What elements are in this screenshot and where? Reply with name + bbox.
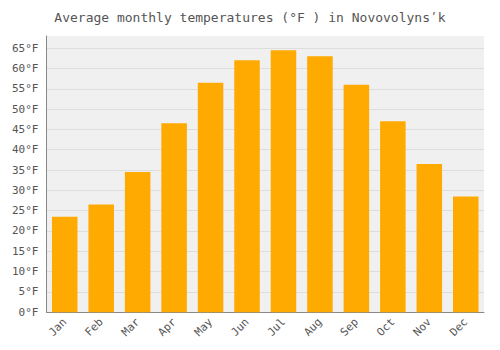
svg-text:Dec: Dec — [447, 316, 470, 339]
svg-text:Average monthly temperatures (: Average monthly temperatures (°F ) in No… — [54, 10, 446, 25]
svg-text:Aug: Aug — [301, 316, 324, 339]
svg-text:0°F: 0°F — [19, 306, 39, 319]
svg-text:20°F: 20°F — [12, 224, 39, 237]
svg-text:Nov: Nov — [411, 315, 434, 338]
svg-text:55°F: 55°F — [12, 82, 39, 95]
svg-text:Jan: Jan — [46, 316, 69, 339]
svg-text:60°F: 60°F — [12, 62, 39, 75]
svg-text:Sep: Sep — [338, 316, 361, 339]
svg-text:30°F: 30°F — [12, 184, 39, 197]
svg-text:25°F: 25°F — [12, 204, 39, 217]
svg-text:10°F: 10°F — [12, 265, 39, 278]
svg-text:35°F: 35°F — [12, 164, 39, 177]
svg-text:Mar: Mar — [119, 315, 142, 338]
svg-text:65°F: 65°F — [12, 42, 39, 55]
svg-text:15°F: 15°F — [12, 245, 39, 258]
svg-text:5°F: 5°F — [19, 285, 39, 298]
svg-text:May: May — [192, 315, 215, 338]
svg-text:Jul: Jul — [265, 316, 288, 339]
svg-text:45°F: 45°F — [12, 123, 39, 136]
svg-text:Apr: Apr — [155, 315, 178, 338]
svg-text:Oct: Oct — [374, 316, 397, 339]
svg-text:40°F: 40°F — [12, 143, 39, 156]
svg-text:50°F: 50°F — [12, 103, 39, 116]
svg-text:Jun: Jun — [228, 316, 251, 339]
svg-text:Feb: Feb — [83, 316, 106, 339]
